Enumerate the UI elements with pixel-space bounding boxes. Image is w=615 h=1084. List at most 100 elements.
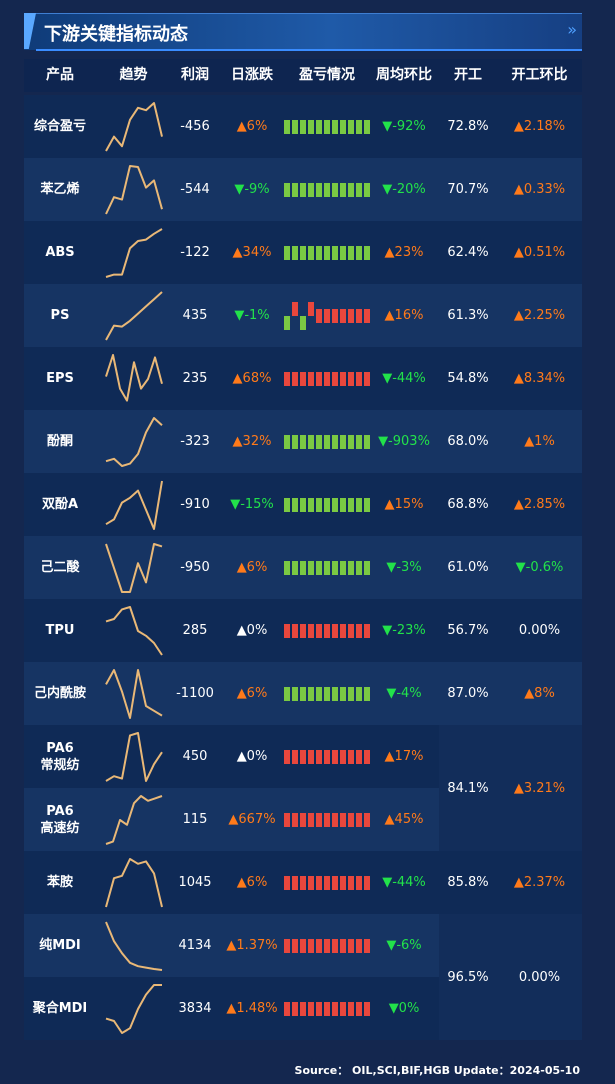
profit-loss-bar: [316, 182, 322, 197]
weekly-change: ▼-3%: [386, 560, 422, 575]
trend-line: [104, 921, 162, 971]
profit-loss-bar: [356, 560, 362, 575]
daily-change: ▲34%: [232, 245, 272, 260]
table-row[interactable]: 苯胺 1045 ▲6% ▼-44% 85.8% ▲2.37%: [24, 851, 582, 914]
profit-loss-bar: [340, 938, 346, 953]
table-row[interactable]: 双酚A -910 ▼-15% ▲15% 68.8% ▲2.85%: [24, 473, 582, 536]
expand-arrows-icon[interactable]: »: [567, 20, 577, 39]
operating-rate-change-merged: 0.00%: [497, 914, 582, 1040]
daily-change: ▲6%: [236, 875, 268, 890]
table-row[interactable]: 己二酸 -950 ▲6% ▼-3% 61.0% ▼-0.6%: [24, 536, 582, 599]
product-name: EPS: [46, 371, 74, 386]
daily-change: ▲6%: [236, 119, 268, 134]
profit-loss-bar: [332, 875, 338, 890]
trend-cell: [96, 725, 171, 788]
table-row[interactable]: 己内酰胺 -1100 ▲6% ▼-4% 87.0% ▲8%: [24, 662, 582, 725]
profit-loss-bar: [292, 182, 298, 197]
trend-cell: [96, 473, 171, 536]
header-col-product: 产品: [46, 67, 74, 83]
profit-loss-bars: [284, 548, 370, 588]
profit-loss-bar: [348, 749, 354, 764]
profit-loss-bar: [308, 182, 314, 197]
table-row[interactable]: 酚酮 -323 ▲32% ▼-903% 68.0% ▲1%: [24, 410, 582, 473]
profit-loss-bar: [364, 686, 370, 701]
profit-loss-bar: [308, 812, 314, 827]
table-row[interactable]: ABS -122 ▲34% ▲23% 62.4% ▲0.51%: [24, 221, 582, 284]
profit-loss-bar: [308, 119, 314, 134]
profit-value: 115: [182, 812, 208, 827]
profit-loss-bar: [340, 875, 346, 890]
profit-loss-bar: [300, 686, 306, 701]
operating-rate-change: ▲2.18%: [513, 119, 566, 134]
trend-cell: [96, 599, 171, 662]
trend-line: [104, 668, 163, 719]
profit-loss-bars: [284, 359, 370, 399]
profit-loss-bar: [300, 434, 306, 449]
profit-loss-bar: [332, 812, 338, 827]
table-row[interactable]: EPS 235 ▲68% ▼-44% 54.8% ▲8.34%: [24, 347, 582, 410]
profit-loss-bar: [364, 119, 370, 134]
profit-loss-bar: [316, 371, 322, 386]
profit-loss-bar: [300, 623, 306, 638]
trend-line: [104, 857, 163, 907]
profit-loss-bar: [300, 938, 306, 953]
operating-rate-merged: 96.5%: [439, 914, 497, 1040]
profit-loss-bar: [316, 119, 322, 134]
weekly-change: ▲17%: [384, 749, 424, 764]
profit-loss-bar: [332, 434, 338, 449]
profit-loss-bar: [284, 749, 290, 764]
profit-loss-bar: [340, 1001, 346, 1016]
trend-sparkline: [104, 353, 163, 402]
profit-value: 3834: [178, 1001, 212, 1016]
profit-loss-bar: [340, 434, 346, 449]
profit-loss-bar: [300, 315, 306, 330]
profit-loss-bar: [348, 245, 354, 260]
profit-loss-bar: [292, 875, 298, 890]
profit-loss-bar: [300, 1001, 306, 1016]
profit-loss-bars: [284, 674, 370, 714]
profit-loss-bar: [348, 308, 354, 323]
profit-value: -910: [180, 497, 210, 512]
profit-loss-cell: [284, 788, 370, 851]
profit-loss-cell: [284, 914, 370, 977]
profit-loss-bar: [348, 1001, 354, 1016]
trend-line: [104, 731, 163, 782]
profit-loss-cell: [284, 599, 370, 662]
profit-loss-bar: [324, 623, 330, 638]
profit-loss-bar: [292, 119, 298, 134]
profit-loss-cell: [284, 221, 370, 284]
table-row[interactable]: TPU 285 ▲0% ▼-23% 56.7% 0.00%: [24, 599, 582, 662]
header-col-daily: 日涨跌: [231, 67, 273, 83]
profit-loss-bar: [284, 119, 290, 134]
profit-loss-bar: [324, 560, 330, 575]
profit-loss-cell: [284, 977, 370, 1040]
profit-loss-bar: [356, 497, 362, 512]
trend-line: [104, 101, 163, 151]
trend-line: [104, 542, 162, 593]
profit-loss-bar: [316, 812, 322, 827]
profit-loss-bar: [332, 1001, 338, 1016]
daily-change: ▲0%: [236, 749, 268, 764]
trend-line: [104, 164, 163, 214]
trend-cell: [96, 536, 171, 599]
profit-loss-bar: [316, 308, 322, 323]
operating-rate: 61.0%: [447, 560, 489, 575]
profit-loss-bar: [332, 560, 338, 575]
profit-loss-bar: [292, 434, 298, 449]
profit-loss-bar: [292, 623, 298, 638]
daily-change: ▲68%: [232, 371, 272, 386]
profit-loss-bar: [340, 623, 346, 638]
profit-loss-bar: [340, 812, 346, 827]
operating-rate-change: 0.00%: [518, 623, 561, 638]
table-row[interactable]: 苯乙烯 -544 ▼-9% ▼-20% 70.7% ▲0.33%: [24, 158, 582, 221]
table-row[interactable]: 综合盈亏 -456 ▲6% ▼-92% 72.8% ▲2.18%: [24, 95, 582, 158]
profit-loss-bar: [364, 182, 370, 197]
profit-loss-bar: [292, 812, 298, 827]
profit-loss-bars: [284, 737, 370, 777]
profit-loss-bar: [324, 119, 330, 134]
trend-sparkline: [104, 164, 163, 214]
table-row[interactable]: PS 435 ▼-1% ▲16% 61.3% ▲2.25%: [24, 284, 582, 347]
profit-value: -1100: [176, 686, 214, 701]
profit-loss-bar: [324, 686, 330, 701]
profit-value: -950: [180, 560, 210, 575]
